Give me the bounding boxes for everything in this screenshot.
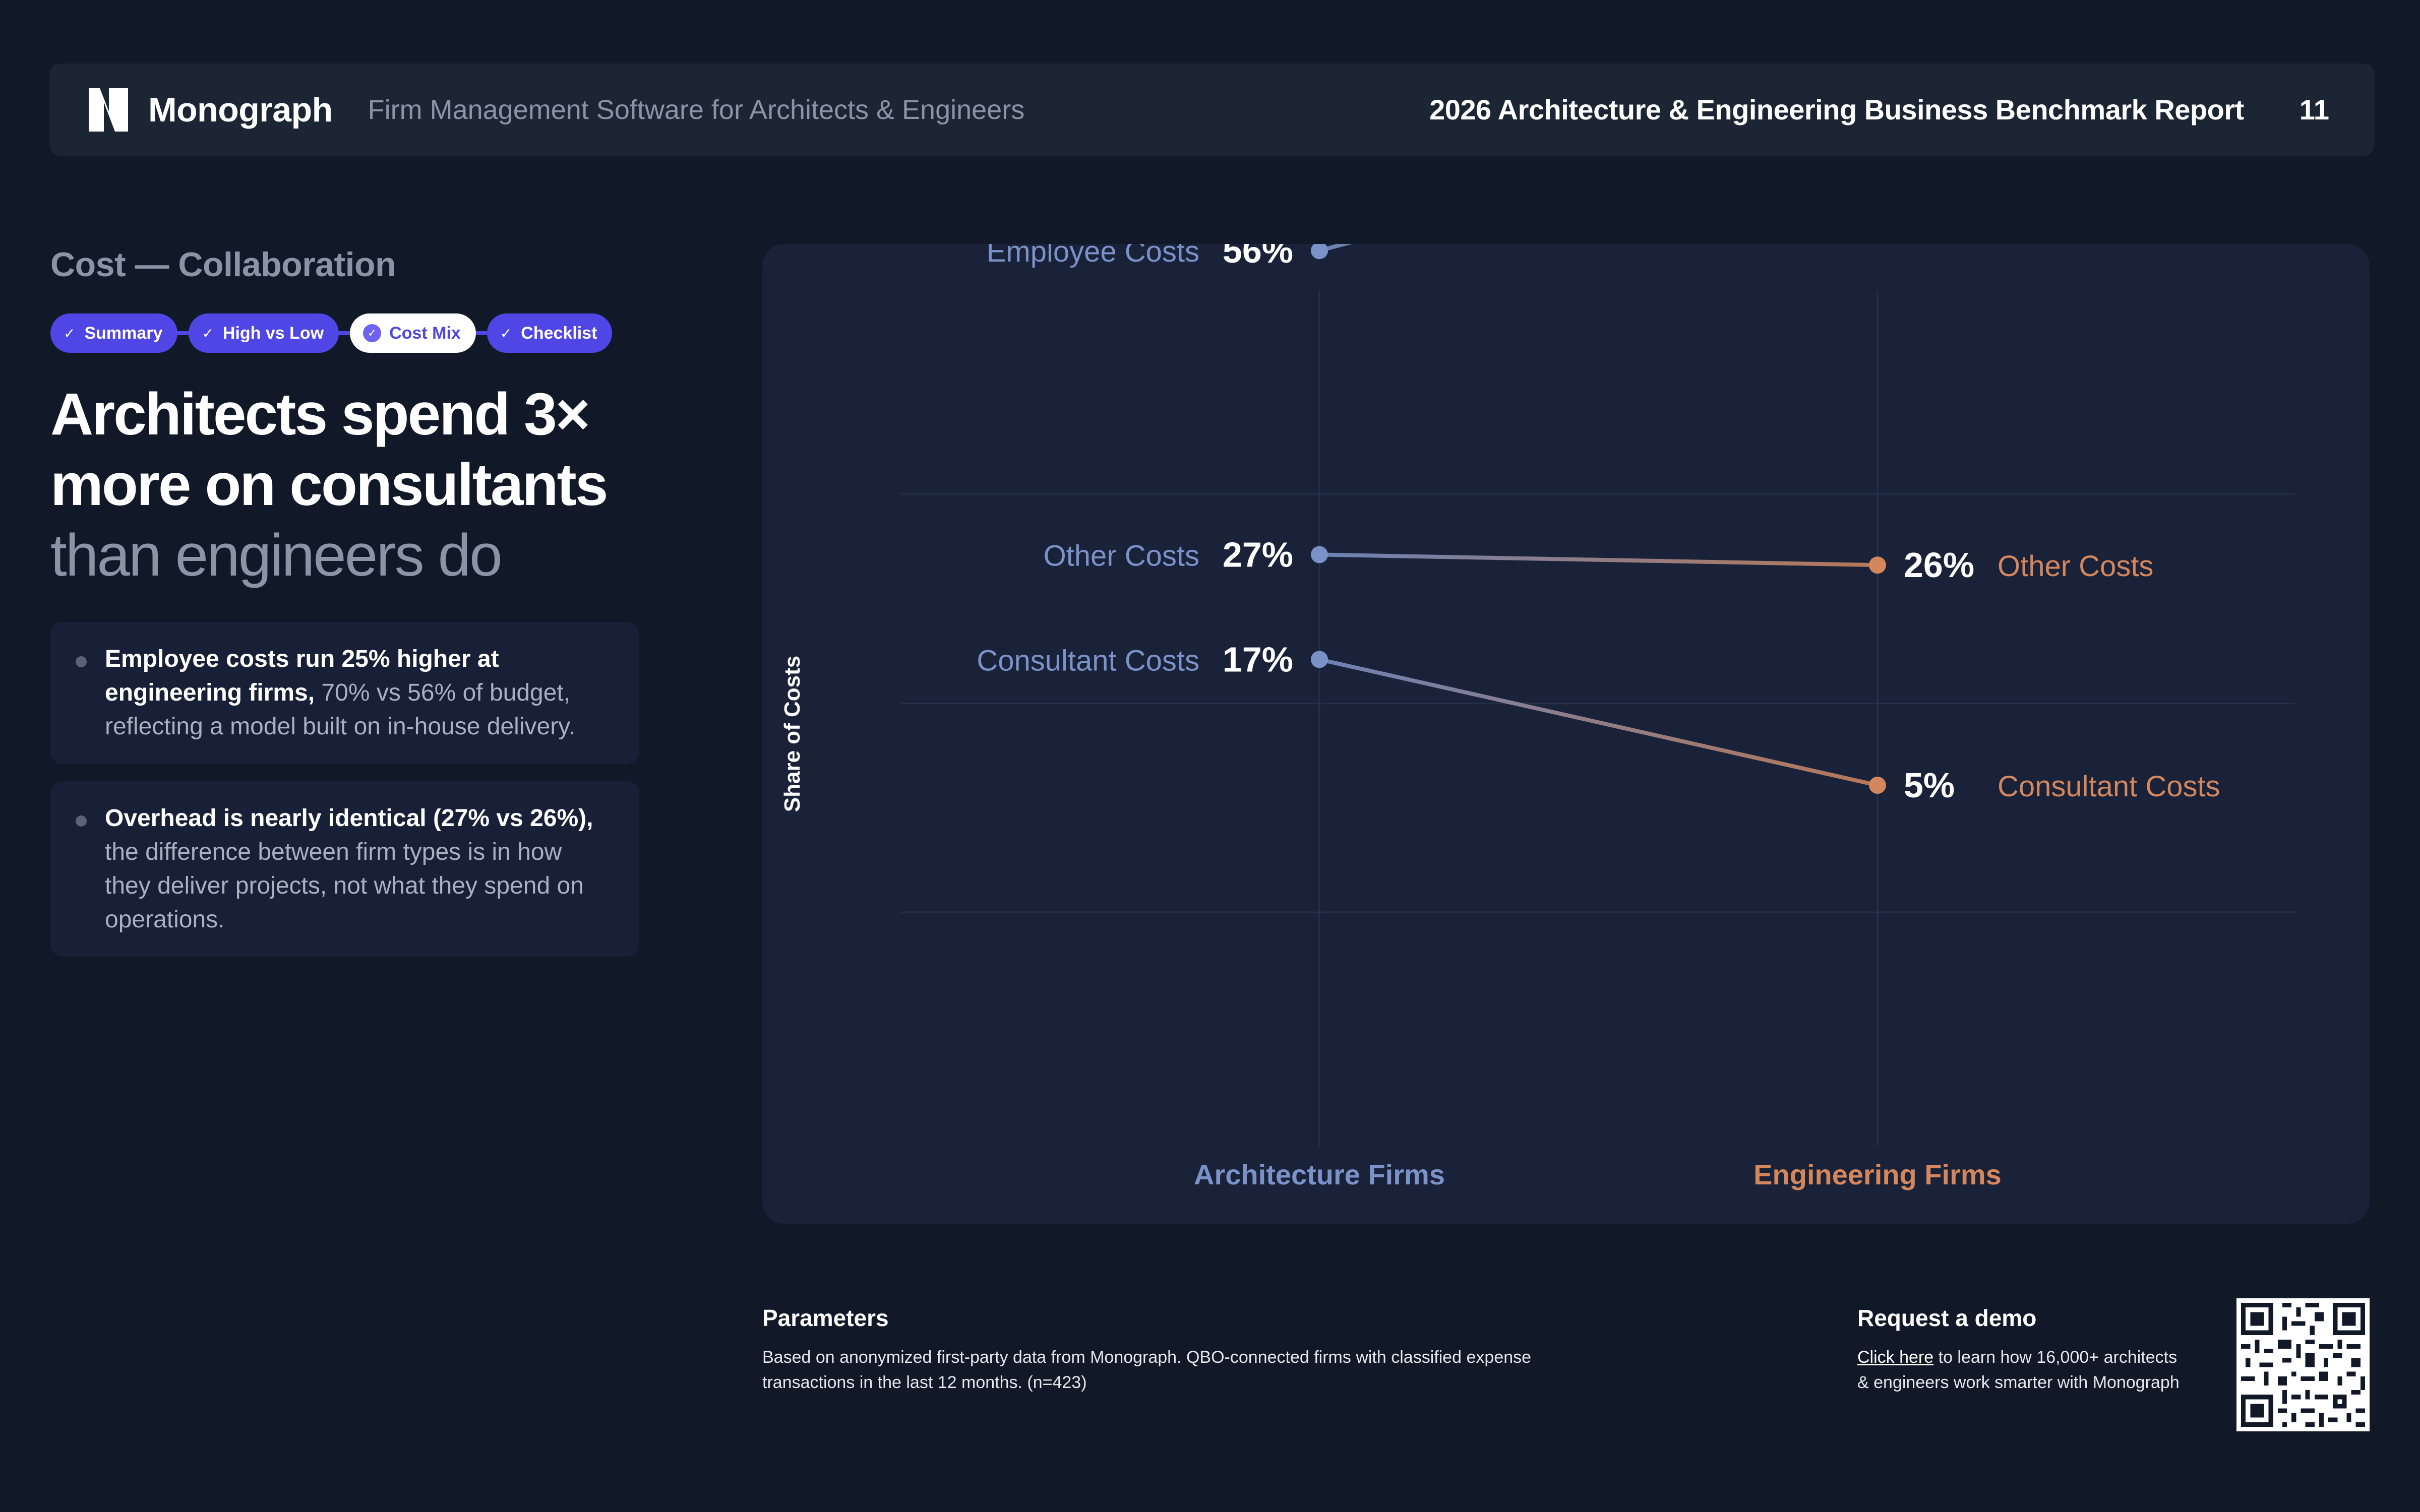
insight-bold: Overhead is nearly identical (27% vs 26%… xyxy=(105,805,593,832)
section-label: Cost — Collaboration xyxy=(50,245,396,284)
page-number: 11 xyxy=(2299,94,2329,125)
series-label-engineering-other-costs: Other Costs xyxy=(1998,550,2153,583)
point-architecture-consultant-costs xyxy=(1311,651,1328,668)
step-connector xyxy=(177,331,189,335)
bullet-icon xyxy=(76,815,87,827)
slope-line-employee-costs xyxy=(1317,244,1353,253)
check-icon: ✓ xyxy=(64,325,76,341)
headline-line-2: more on consultants xyxy=(50,452,608,518)
series-label-architecture-other-costs: Other Costs xyxy=(1044,539,1199,572)
slope-chart: Share of Costs Architecture Firms Engineer… xyxy=(780,244,2295,1190)
slope-line-consultant-costs xyxy=(1317,657,1880,787)
step-high-vs-low[interactable]: ✓ High vs Low xyxy=(189,313,339,353)
insight-card-employee: Employee costs run 25% higher at enginee… xyxy=(50,622,639,764)
point-architecture-employee-costs xyxy=(1311,244,1328,260)
report-header: Monograph Firm Management Software for A… xyxy=(49,64,2375,156)
point-engineering-consultant-costs xyxy=(1869,777,1886,794)
report-title: 2026 Architecture & Engineering Business… xyxy=(1429,94,2244,125)
point-architecture-other-costs xyxy=(1311,546,1328,563)
brand-name: Monograph xyxy=(148,90,333,129)
value-label-architecture-employee-costs: 56% xyxy=(1223,244,1293,270)
x-label-architecture: Architecture Firms xyxy=(1194,1159,1445,1190)
series-label-architecture-employee-costs: Employee Costs xyxy=(987,244,1199,268)
series-label-engineering-consultant-costs: Consultant Costs xyxy=(1998,770,2220,803)
value-label-architecture-other-costs: 27% xyxy=(1223,535,1293,574)
step-checklist[interactable]: ✓ Checklist xyxy=(487,313,613,353)
series-label-architecture-consultant-costs: Consultant Costs xyxy=(977,644,1199,677)
demo-link[interactable]: Click here xyxy=(1857,1348,1934,1367)
value-label-architecture-consultant-costs: 17% xyxy=(1223,640,1293,679)
request-demo-title: Request a demo xyxy=(1857,1305,2037,1331)
page-headline: Architects spend 3× more on consultants … xyxy=(50,379,655,591)
check-circle-icon: ✓ xyxy=(363,324,382,342)
brand-tagline: Firm Management Software for Architects … xyxy=(368,94,1025,125)
step-label: High vs Low xyxy=(222,323,324,343)
request-demo-text: Click here to learn how 16,000+ architec… xyxy=(1857,1345,2180,1395)
check-icon: ✓ xyxy=(500,325,512,341)
slope-chart-panel: Share of Costs Architecture Firms Engineer… xyxy=(762,244,2370,1224)
monograph-logo-icon xyxy=(89,88,128,132)
insight-text: 70% vs 56% of budget, reflecting a model… xyxy=(105,679,575,740)
x-label-engineering: Engineering Firms xyxy=(1753,1159,2002,1190)
headline-line-3: than engineers do xyxy=(50,522,503,589)
headline-line-1: Architects spend 3× xyxy=(50,381,590,448)
insight-text: the difference between firm types is in … xyxy=(105,839,584,933)
point-engineering-other-costs xyxy=(1869,556,1886,574)
step-connector xyxy=(475,331,487,335)
bullet-icon xyxy=(76,656,87,667)
qr-code-icon[interactable] xyxy=(2236,1298,2370,1431)
step-label: Cost Mix xyxy=(389,323,461,343)
step-summary[interactable]: ✓ Summary xyxy=(50,313,178,353)
demo-description: to learn how 16,000+ architects & engine… xyxy=(1857,1348,2180,1392)
value-label-engineering-other-costs: 26% xyxy=(1904,545,1974,585)
check-icon: ✓ xyxy=(202,325,214,341)
step-label: Summary xyxy=(84,323,163,343)
insight-bold: Employee costs run 25% higher at enginee… xyxy=(105,646,499,706)
step-cost-mix[interactable]: ✓ Cost Mix xyxy=(350,313,476,353)
step-connector xyxy=(339,331,350,335)
insight-card-overhead: Overhead is nearly identical (27% vs 26%… xyxy=(50,781,639,957)
parameters-title: Parameters xyxy=(762,1305,889,1331)
slope-line-other-costs xyxy=(1317,552,1880,568)
value-label-engineering-consultant-costs: 5% xyxy=(1904,766,1955,805)
step-navigation: ✓ Summary ✓ High vs Low ✓ Cost Mix ✓ Che… xyxy=(50,313,613,353)
parameters-text: Based on anonymized first-party data fro… xyxy=(762,1348,1532,1392)
step-label: Checklist xyxy=(521,323,597,343)
y-axis-label: Share of Costs xyxy=(780,656,805,812)
